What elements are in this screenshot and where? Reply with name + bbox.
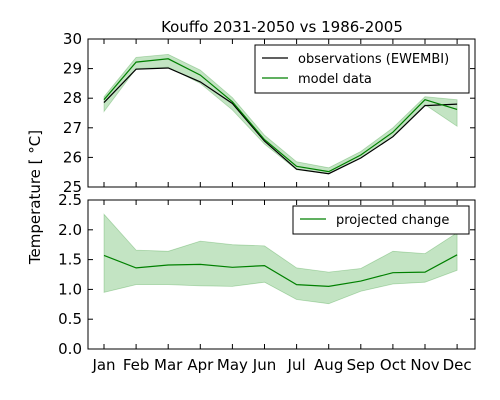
series-line-0-0 bbox=[103, 67, 458, 175]
x-tick-label: Sep bbox=[347, 356, 375, 374]
x-tick-label: Nov bbox=[410, 356, 439, 374]
y-tick-label-0: 29 bbox=[63, 60, 82, 78]
x-tick-label: Apr bbox=[187, 356, 214, 374]
x-tick-label: Oct bbox=[380, 356, 406, 374]
y-tick-label-1: 1.0 bbox=[58, 280, 82, 298]
x-tick-label: Dec bbox=[443, 356, 472, 374]
y-tick-label-0: 25 bbox=[63, 178, 82, 196]
x-tick-label: Aug bbox=[314, 356, 343, 374]
y-tick-label-0: 30 bbox=[63, 30, 82, 48]
y-tick-label-1: 0.0 bbox=[58, 340, 82, 358]
x-axis-ticks: Jan Feb Mar Apr May Jun Jul Aug Sep Oct Nov Dec bbox=[91, 356, 471, 374]
y-tick-label-0: 27 bbox=[63, 119, 82, 137]
x-tick-label: Feb bbox=[123, 356, 150, 374]
top-panel: 25 26 27 28 29 30 observations (EWEMBI) model d… bbox=[63, 30, 476, 196]
y-tick-label-1: 1.5 bbox=[58, 251, 82, 269]
legend-label: observations (EWEMBI) bbox=[298, 52, 449, 67]
x-tick-label: May bbox=[217, 356, 248, 374]
chart-title: Kouffo 2031-2050 vs 1986-2005 bbox=[161, 18, 403, 36]
range-band-0-1 bbox=[103, 53, 458, 175]
plot-frame-0 bbox=[87, 38, 476, 188]
legend-label: model data bbox=[298, 72, 372, 87]
x-tick-label: Jun bbox=[252, 356, 276, 374]
range-band-1-0 bbox=[103, 213, 458, 305]
y-tick-label-1: 0.5 bbox=[58, 310, 82, 328]
series-line-0-1 bbox=[103, 58, 458, 173]
legend-1: projected change bbox=[292, 205, 470, 235]
y-tick-label-0: 28 bbox=[63, 89, 82, 107]
legend-0: observations (EWEMBI) model data bbox=[254, 44, 470, 94]
x-tick-label: Jan bbox=[91, 356, 115, 374]
series-line-1-0 bbox=[103, 254, 458, 288]
y-tick-label-0: 26 bbox=[63, 148, 82, 166]
legend-box bbox=[254, 44, 470, 94]
y-tick-label-1: 2.5 bbox=[58, 191, 82, 209]
y-tick-label-1: 2.0 bbox=[58, 221, 82, 239]
y-axis-label: Temperature [ °C] bbox=[26, 130, 44, 265]
plot-frame-1 bbox=[87, 199, 476, 350]
bottom-panel: 0.0 0.5 1.0 1.5 2.0 2.5 projected change bbox=[58, 191, 476, 358]
legend-label: projected change bbox=[336, 213, 449, 228]
legend-box bbox=[292, 205, 470, 235]
x-tick-label: Jul bbox=[287, 356, 306, 374]
x-tick-label: Mar bbox=[154, 356, 183, 374]
